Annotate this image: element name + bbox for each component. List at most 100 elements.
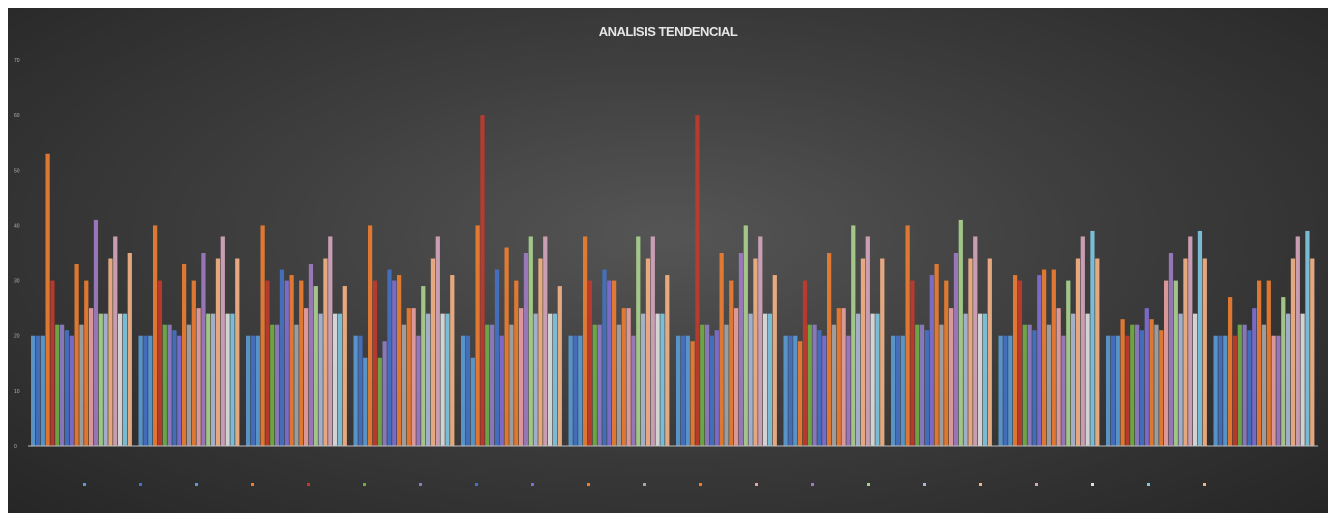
- bar: [509, 324, 514, 446]
- bar: [831, 324, 837, 446]
- chart-area: ANALISIS TENDENCIAL 0 10 20 30 40 50 60 70: [8, 8, 1328, 513]
- bar: [944, 280, 949, 446]
- bar: [1154, 324, 1159, 446]
- bar: [318, 313, 323, 446]
- bar: [729, 280, 734, 446]
- bar: [798, 341, 803, 446]
- bar: [607, 280, 612, 446]
- bar: [968, 258, 973, 446]
- bar: [1125, 335, 1130, 446]
- legend-swatch: [475, 483, 478, 486]
- bar: [934, 264, 939, 446]
- bar: [519, 308, 524, 446]
- bar: [426, 313, 431, 446]
- bar: [949, 308, 954, 446]
- bar: [450, 275, 455, 446]
- bar: [421, 286, 426, 446]
- bar: [1295, 236, 1300, 446]
- bar: [767, 313, 773, 446]
- bar: [35, 335, 41, 446]
- bar: [836, 308, 841, 446]
- bar: [690, 341, 695, 446]
- bar: [196, 308, 201, 446]
- legend-swatch: [83, 483, 86, 486]
- bar: [358, 335, 363, 446]
- bar: [1173, 280, 1178, 446]
- bar: [485, 324, 490, 446]
- bar: [308, 264, 314, 446]
- bar: [1252, 308, 1257, 446]
- bar: [920, 324, 925, 446]
- bar: [260, 225, 265, 446]
- bar: [870, 313, 875, 446]
- legend-swatch: [587, 483, 590, 486]
- bar: [1228, 297, 1233, 446]
- bar: [270, 324, 275, 446]
- bar: [1120, 319, 1125, 446]
- bar: [963, 313, 968, 446]
- legend-swatch: [195, 483, 198, 486]
- bar: [1042, 269, 1047, 446]
- bar: [1310, 258, 1315, 446]
- legend-swatch: [363, 483, 366, 486]
- bar: [753, 258, 758, 446]
- bar: [636, 236, 641, 446]
- bar: [807, 324, 812, 446]
- legend-swatch: [419, 483, 422, 486]
- bar: [392, 280, 397, 446]
- bar: [499, 335, 504, 446]
- bar: [978, 313, 983, 446]
- y-tick-label: 50: [14, 168, 20, 174]
- bar: [748, 313, 753, 446]
- bar: [461, 335, 466, 446]
- bar: [1003, 335, 1008, 446]
- bar: [294, 324, 299, 446]
- bar: [875, 313, 880, 446]
- bar: [1013, 275, 1018, 446]
- bar: [1149, 319, 1154, 446]
- bar: [583, 236, 588, 446]
- bar: [665, 275, 670, 446]
- bar: [465, 335, 471, 446]
- bar: [113, 236, 118, 446]
- bar: [1008, 335, 1013, 446]
- bar: [172, 330, 177, 446]
- bar: [279, 269, 285, 446]
- bar: [1271, 335, 1276, 446]
- bar: [772, 275, 777, 446]
- bar: [1037, 275, 1042, 446]
- bar: [1085, 313, 1090, 446]
- legend-swatch: [643, 483, 646, 486]
- bar: [108, 258, 113, 446]
- bar: [573, 335, 578, 446]
- bar: [60, 324, 65, 446]
- legend-swatch: [755, 483, 758, 486]
- bar: [304, 308, 309, 446]
- bar: [1032, 330, 1037, 446]
- bar: [440, 313, 445, 446]
- bar: [783, 335, 788, 446]
- legend-swatch: [1203, 483, 1206, 486]
- bar: [743, 225, 748, 446]
- bar: [250, 335, 256, 446]
- bar: [1066, 280, 1071, 446]
- bar: [1027, 324, 1032, 446]
- bar: [1095, 258, 1100, 446]
- bar: [342, 286, 347, 446]
- bar: [1017, 280, 1023, 446]
- bar: [660, 313, 665, 446]
- bar: [470, 357, 475, 446]
- bar: [230, 313, 235, 446]
- legend-swatch: [867, 483, 870, 486]
- bar: [788, 335, 793, 446]
- bar: [655, 313, 660, 446]
- bar: [416, 335, 421, 446]
- bar: [118, 313, 123, 446]
- bar: [177, 335, 182, 446]
- y-tick-label: 10: [14, 389, 20, 395]
- bar: [1080, 236, 1085, 446]
- bar: [533, 313, 538, 446]
- bar: [543, 236, 548, 446]
- bar: [79, 324, 84, 446]
- bar: [1130, 324, 1135, 446]
